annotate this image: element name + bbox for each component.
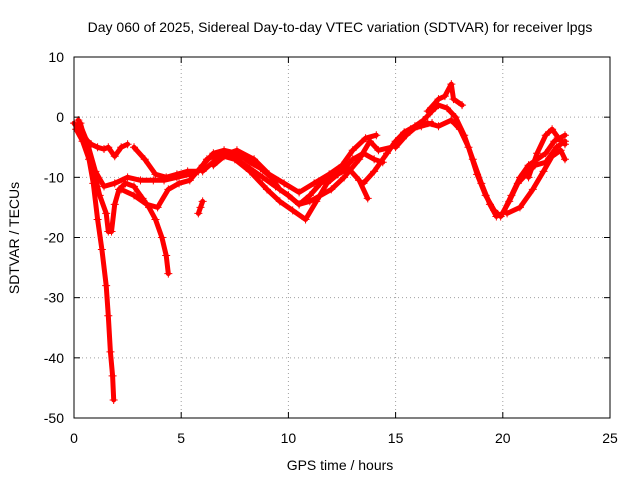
series-track-10: [359, 101, 569, 221]
x-tick-label: 15: [388, 430, 404, 446]
plus-markers: [524, 125, 569, 182]
series-track-12: [423, 80, 467, 116]
x-tick-label: 10: [281, 430, 297, 446]
y-tick-label: -30: [44, 290, 64, 306]
x-tick-label: 20: [495, 430, 511, 446]
plus-markers: [130, 119, 437, 209]
plus-markers: [359, 101, 569, 221]
x-tick-label: 25: [602, 430, 618, 446]
series-line: [210, 153, 371, 222]
chart-title: Day 060 of 2025, Sidereal Day-to-day VTE…: [88, 19, 593, 35]
y-tick-label: -50: [44, 410, 64, 426]
plus-markers: [391, 116, 569, 221]
y-axis-label: SDTVAR / TECUs: [6, 182, 22, 294]
series-track-2: [76, 119, 118, 404]
plus-markers: [198, 131, 381, 197]
x-axis-label: GPS time / hours: [287, 457, 394, 473]
series-track-4: [130, 119, 437, 209]
y-tick-label: 0: [56, 109, 64, 125]
y-tick-label: -40: [44, 350, 64, 366]
series-track-9: [198, 131, 381, 197]
x-tick-label: 0: [70, 430, 78, 446]
plus-markers: [503, 146, 569, 218]
series-line: [393, 117, 568, 219]
plus-markers: [194, 197, 207, 218]
series-track-5: [74, 116, 194, 191]
x-tick-label: 5: [177, 430, 185, 446]
series-line: [425, 81, 465, 114]
series-line: [77, 120, 117, 403]
axis-ticks: 0 5 10 15 20 25 -50 -40 -30 -20 -10 0 10: [44, 49, 618, 446]
series-track-14: [524, 125, 569, 182]
grid-lines: [74, 57, 610, 418]
plus-markers: [74, 116, 194, 191]
series-track-7: [194, 197, 207, 218]
plus-markers: [423, 80, 467, 116]
y-tick-label: 10: [48, 49, 64, 65]
data-series: [70, 80, 569, 404]
series-line: [526, 126, 568, 180]
y-tick-label: -20: [44, 230, 64, 246]
y-tick-label: -10: [44, 169, 64, 185]
series-track-13: [503, 146, 569, 218]
